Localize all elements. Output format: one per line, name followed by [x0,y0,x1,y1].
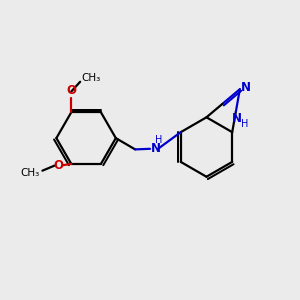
Text: O: O [54,159,64,172]
Text: CH₃: CH₃ [82,73,101,83]
Text: O: O [66,84,76,97]
Text: N: N [151,142,161,155]
Text: N: N [232,112,242,125]
Text: CH₃: CH₃ [21,168,40,178]
Text: H: H [241,119,248,129]
Text: N: N [241,81,251,94]
Text: H: H [155,136,163,146]
